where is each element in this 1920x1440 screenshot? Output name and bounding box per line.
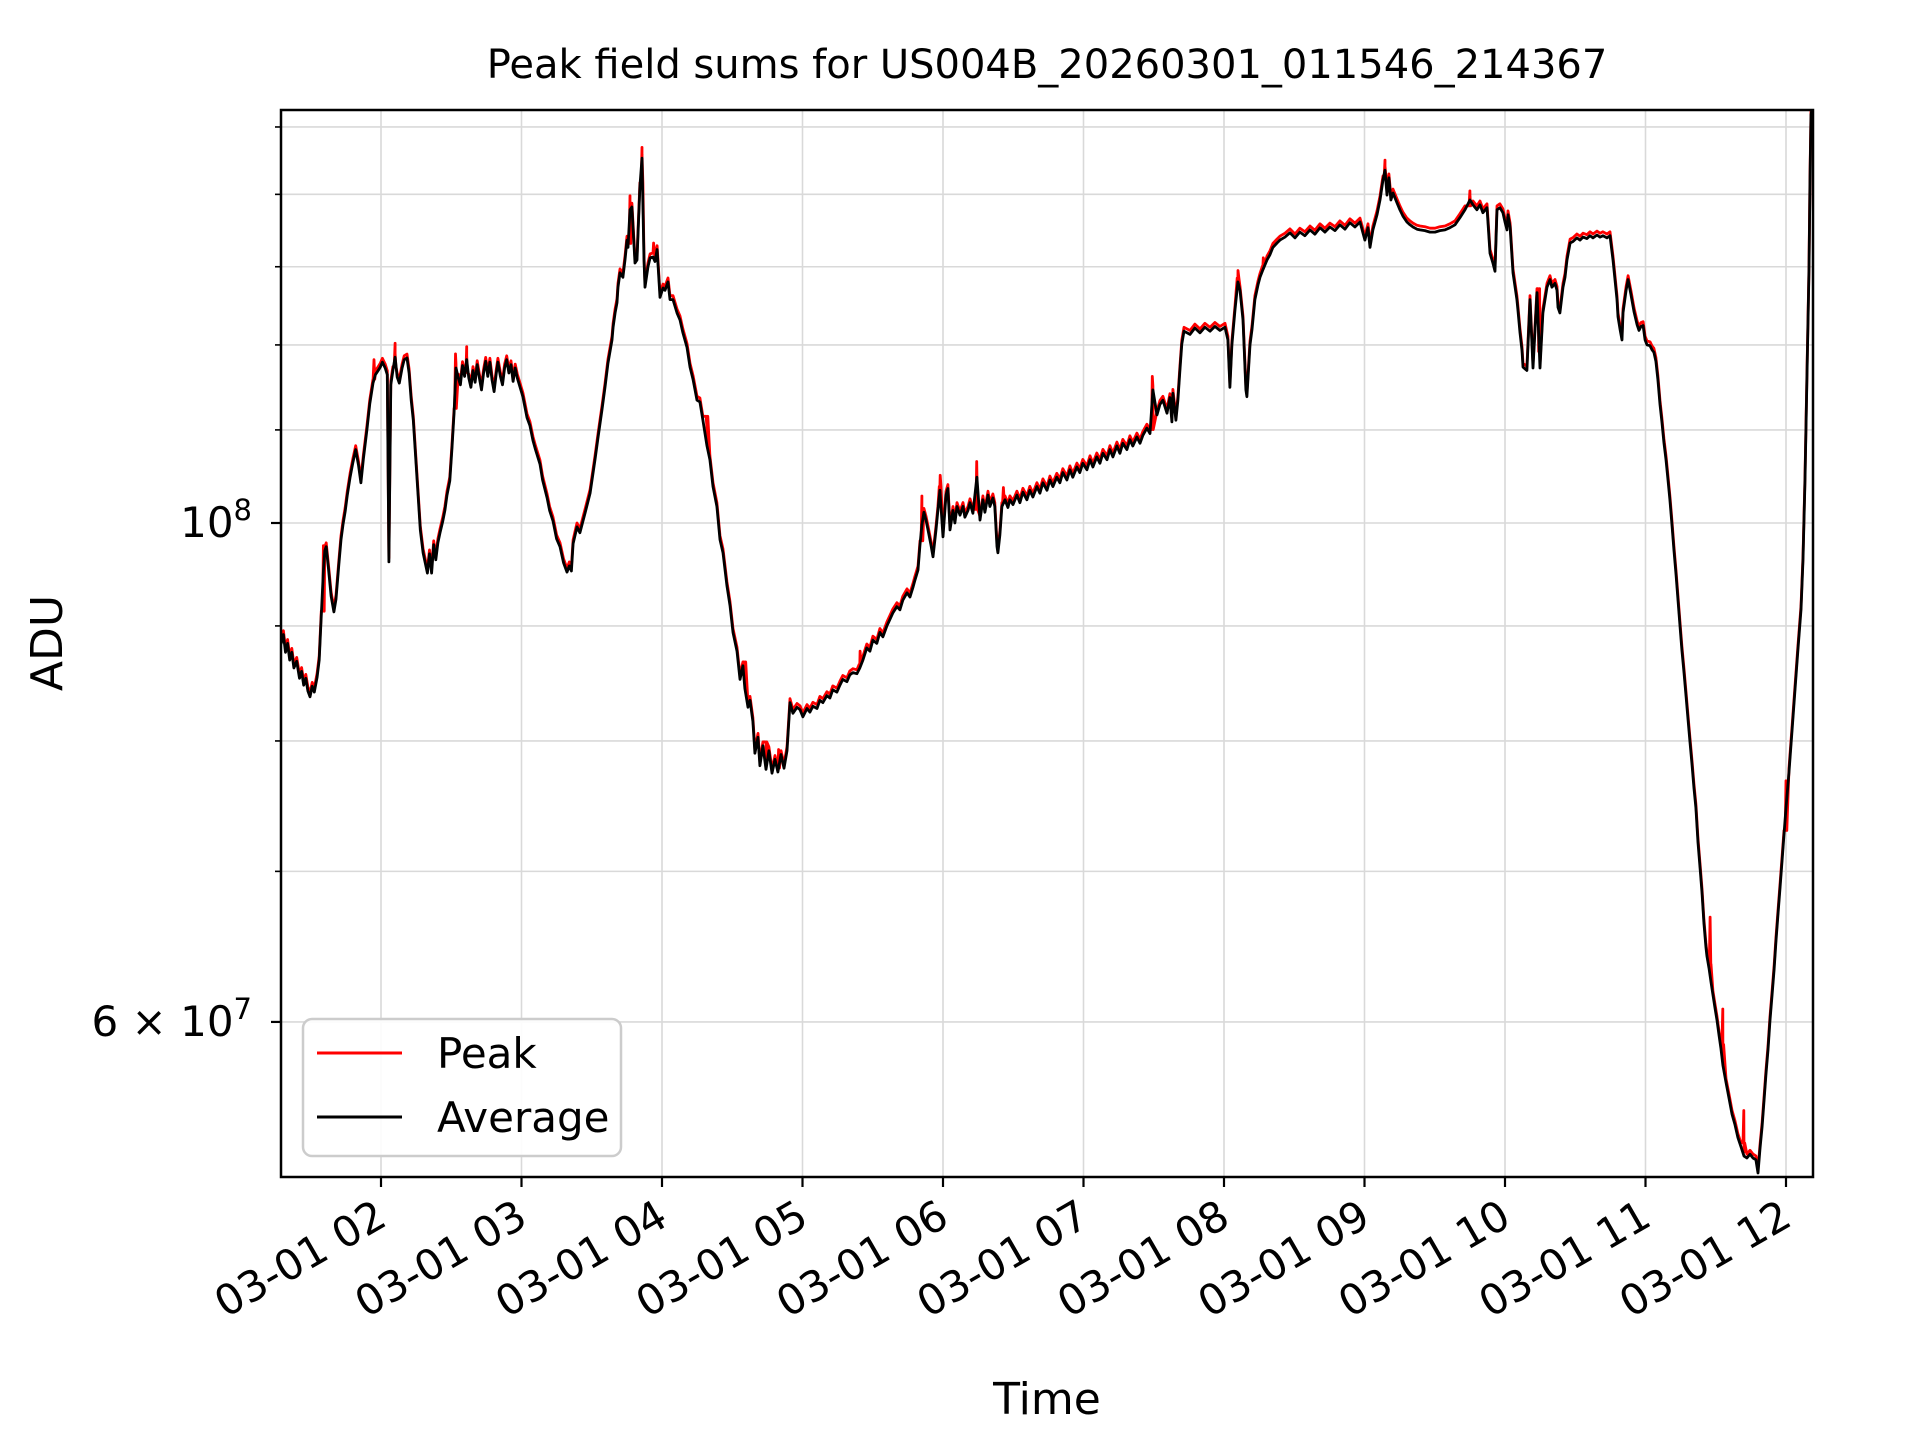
y-tick-label-1e8: 108: [180, 493, 252, 547]
series-layer: [281, 110, 1813, 1175]
grid-layer: [281, 110, 1813, 1177]
legend-label-average: Average: [437, 1093, 609, 1142]
legend-label-peak: Peak: [437, 1029, 537, 1078]
y-tick-label-6e7: 6 × 107: [91, 992, 252, 1046]
average-line: [281, 110, 1813, 1175]
plot-border: [279, 108, 1815, 1179]
x-axis-label: Time: [992, 1374, 1101, 1425]
peak-line: [281, 110, 1813, 1171]
y-axis-label: ADU: [22, 595, 73, 691]
chart-title: Peak field sums for US004B_20260301_0115…: [487, 42, 1608, 88]
tick-layer: [271, 126, 1788, 1187]
legend: Peak Average: [301, 1017, 623, 1158]
